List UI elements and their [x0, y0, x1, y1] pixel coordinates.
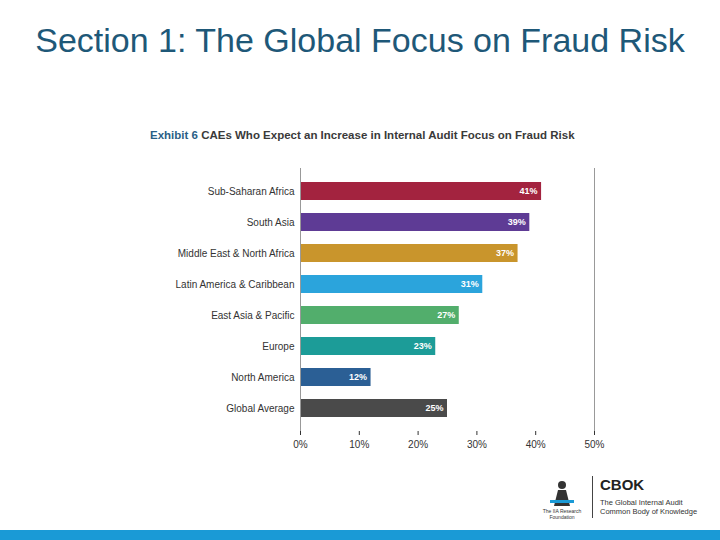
svg-text:27%: 27% [437, 310, 455, 320]
svg-text:25%: 25% [425, 403, 443, 413]
svg-text:50%: 50% [584, 439, 604, 450]
svg-text:Sub-Saharan Africa: Sub-Saharan Africa [208, 186, 295, 197]
html-text:CBOK: CBOK [600, 476, 645, 493]
html-text:Section 1: The Global Focus on: Section 1: The Global Focus on Fraud Ris… [35, 21, 685, 59]
svg-text:Latin America & Caribbean: Latin America & Caribbean [176, 279, 295, 290]
html-text:The Global Internal Audit: The Global Internal Audit [600, 498, 683, 507]
svg-text:31%: 31% [461, 279, 479, 289]
svg-text:South Asia: South Asia [247, 217, 295, 228]
svg-text:23%: 23% [414, 341, 432, 351]
svg-text:North America: North America [231, 372, 295, 383]
svg-text:12%: 12% [349, 372, 367, 382]
svg-text:39%: 39% [508, 217, 526, 227]
html-text:Common Body of Knowledge: Common Body of Knowledge [600, 507, 698, 516]
svg-text:Europe: Europe [262, 341, 295, 352]
svg-text:41%: 41% [520, 186, 538, 196]
svg-text:0%: 0% [293, 439, 308, 450]
svg-text:10%: 10% [349, 439, 369, 450]
svg-text:20%: 20% [408, 439, 428, 450]
svg-text:East Asia & Pacific: East Asia & Pacific [211, 310, 294, 321]
svg-text:40%: 40% [526, 439, 546, 450]
svg-text:Middle East & North Africa: Middle East & North Africa [178, 248, 295, 259]
svg-text:Global Average: Global Average [226, 403, 295, 414]
svg-text:37%: 37% [496, 248, 514, 258]
html-text:Exhibit 6 CAEs Who Expect an I: Exhibit 6 CAEs Who Expect an Increase in… [150, 129, 575, 141]
svg-text:30%: 30% [467, 439, 487, 450]
html-text:The IIA Research Foundation: The IIA Research Foundation [542, 508, 582, 520]
